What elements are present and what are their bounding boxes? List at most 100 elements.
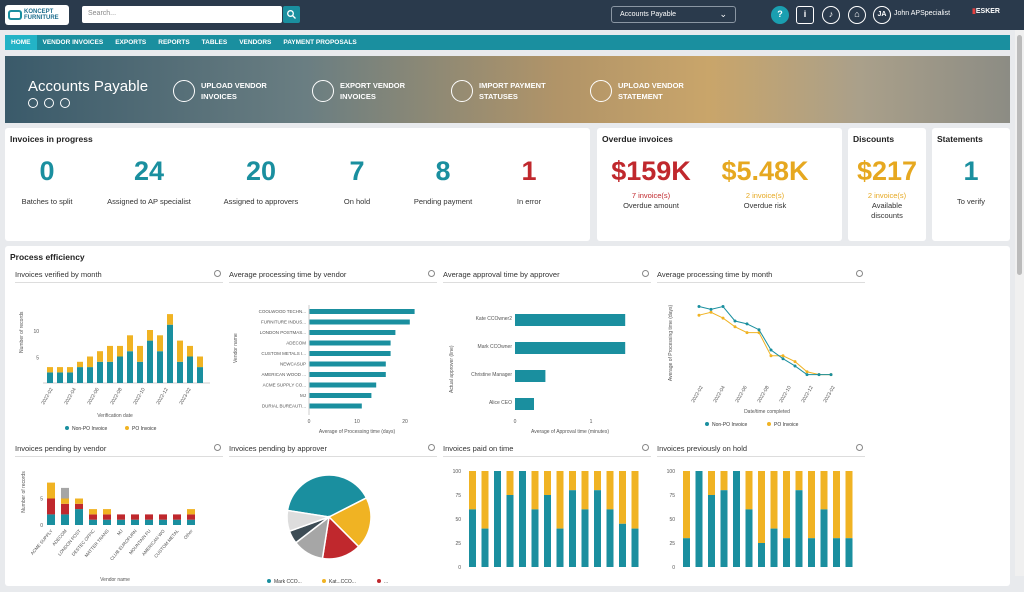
x-tick: 2022-12 [800, 385, 814, 404]
bar-amber [808, 471, 815, 539]
scrollbar-thumb[interactable] [1017, 35, 1022, 275]
chart-title: Invoices pending by vendor [15, 444, 223, 457]
nav-tab-home[interactable]: HOME [5, 35, 37, 50]
main-nav: HOME VENDOR INVOICES EXPORTS REPORTS TABLES V… [5, 35, 1010, 50]
chart-title: Invoices pending by approver [229, 444, 437, 457]
kpi-5[interactable]: 1 In error [479, 156, 579, 207]
bar-segment [103, 519, 111, 525]
settings-icon[interactable] [60, 98, 70, 108]
bar-non-po [97, 361, 103, 383]
bar-po [77, 361, 83, 368]
nav-tab-vendor-invoices[interactable]: VENDOR INVOICES [42, 39, 104, 46]
banner-action-1[interactable]: EXPORT VENDOR INVOICES [312, 80, 405, 102]
card-title: Invoices in progress [10, 134, 93, 144]
chart-paid-on-time[interactable]: Invoices paid on time 0 25 50 75 100 [443, 444, 651, 592]
kpi-2[interactable]: 20 Assigned to approvers [211, 156, 311, 207]
bar [309, 382, 377, 388]
bar-teal [833, 538, 840, 567]
x-tick: 2023-02 [822, 385, 836, 404]
search-button[interactable] [283, 6, 300, 23]
avatar[interactable]: JA [873, 6, 891, 24]
bar [515, 398, 534, 410]
nav-tab-vendors[interactable]: VENDORS [239, 39, 272, 46]
view-selector[interactable]: Accounts Payable ⌄ [611, 6, 736, 23]
nav-tab-exports[interactable]: EXPORTS [115, 39, 147, 46]
esker-mark: ▮ [972, 8, 976, 15]
y-tick: ADECOM [286, 341, 306, 346]
chart-icon[interactable] [28, 98, 38, 108]
search-icon[interactable] [856, 270, 863, 277]
discounts-card: Discounts $217 2 invoice(s) Available di… [848, 128, 926, 241]
bar-amber [594, 471, 601, 491]
help-icon[interactable]: ? [771, 6, 789, 24]
bar-amber [845, 471, 853, 539]
search-icon[interactable] [214, 270, 221, 277]
bar-teal [758, 543, 765, 567]
discounts-kpi[interactable]: $217 2 invoice(s) Available discounts [837, 156, 937, 221]
kpi-value: 8 [435, 156, 451, 186]
x-label: Average of Approval time (minutes) [531, 429, 609, 435]
statements-kpi[interactable]: 1 To verify [921, 156, 1021, 207]
chart-pending-vendor[interactable]: Invoices pending by vendor 0 5 Number of re… [15, 444, 223, 592]
bar-amber [795, 471, 803, 491]
refresh-icon[interactable] [44, 98, 54, 108]
kpi-0[interactable]: 0 Batches to split [0, 156, 97, 207]
chart-proc-month[interactable]: Average processing time by month Average … [657, 270, 865, 448]
kpi-1[interactable]: 24 Assigned to AP specialist [99, 156, 199, 207]
bar-segment [103, 514, 111, 520]
nav-tab-tables[interactable]: TABLES [201, 39, 228, 46]
action-icon [451, 80, 473, 102]
bar-teal [733, 471, 740, 567]
nav-tab-payment-proposals[interactable]: PAYMENT PROPOSALS [283, 39, 357, 46]
bar-segment [159, 519, 167, 525]
x-tick: 2022-06 [734, 385, 748, 404]
search-icon[interactable] [642, 270, 649, 277]
search-icon[interactable] [428, 444, 435, 451]
banner-action-3[interactable]: UPLOAD VENDOR STATEMENT [590, 80, 684, 102]
bar-segment [145, 519, 153, 525]
legend-dot [705, 422, 709, 426]
user-name[interactable]: John APSpecialist [894, 10, 951, 17]
search-icon[interactable] [642, 444, 649, 451]
chart-previously-on-hold[interactable]: Invoices previously on hold 0 25 50 75 100 [657, 444, 865, 592]
search-icon[interactable] [856, 444, 863, 451]
chart-proc-vendor[interactable]: Average processing time by vendor COOLWOO… [229, 270, 437, 448]
legend-label: PO Invoice [774, 422, 799, 428]
kpi-4[interactable]: 8 Pending payment [393, 156, 493, 207]
bar-amber [606, 471, 614, 510]
x-tick: MJ [116, 528, 124, 536]
bar-amber [469, 471, 476, 510]
banner-action-0[interactable]: UPLOAD VENDOR INVOICES [173, 80, 267, 102]
search-input[interactable]: Search... [82, 6, 282, 23]
chart-approval-time[interactable]: Average approval time by approver Kate CC… [443, 270, 651, 448]
chart-canvas: 0 25 50 75 100 [453, 469, 639, 571]
scrollbar[interactable] [1015, 30, 1024, 576]
x-tick: 2022-04 [712, 385, 726, 404]
kpi-label: In error [516, 197, 542, 206]
bar-non-po [57, 372, 63, 383]
series-po-point [769, 354, 773, 358]
lock-icon[interactable]: ⌂ [848, 6, 866, 24]
chart-pending-approver[interactable]: Invoices pending by approver Mark CCO... K… [229, 444, 437, 592]
bell-icon[interactable]: ♪ [822, 6, 840, 24]
action-icon [590, 80, 612, 102]
nav-tab-reports[interactable]: REPORTS [158, 39, 190, 46]
y-tick: 100 [453, 469, 462, 475]
bar-amber [506, 471, 514, 495]
bar-po [157, 335, 163, 352]
overdue-risk[interactable]: $5.48K 2 invoice(s) Overdue risk [715, 156, 815, 211]
banner-action-2[interactable]: IMPORT PAYMENT STATUSES [451, 80, 546, 102]
x-tick: 2022-12 [155, 387, 169, 406]
company-logo[interactable]: KONCEPT FURNITURE [5, 5, 69, 25]
overdue-amount[interactable]: $159K 7 invoice(s) Overdue amount [601, 156, 701, 211]
search-icon [287, 10, 296, 19]
chart-invoices-verified[interactable]: Invoices verified by month 5 10 Number of r… [15, 270, 223, 448]
search-icon[interactable] [214, 444, 221, 451]
bar [309, 351, 391, 356]
info-icon[interactable]: i [796, 6, 814, 24]
search-icon[interactable] [428, 270, 435, 277]
y-tick: FURNITURE INDUS... [261, 320, 306, 325]
kpi-3[interactable]: 7 On hold [307, 156, 407, 207]
y-tick: 0 [672, 565, 675, 571]
card-title: Process efficiency [10, 252, 85, 262]
